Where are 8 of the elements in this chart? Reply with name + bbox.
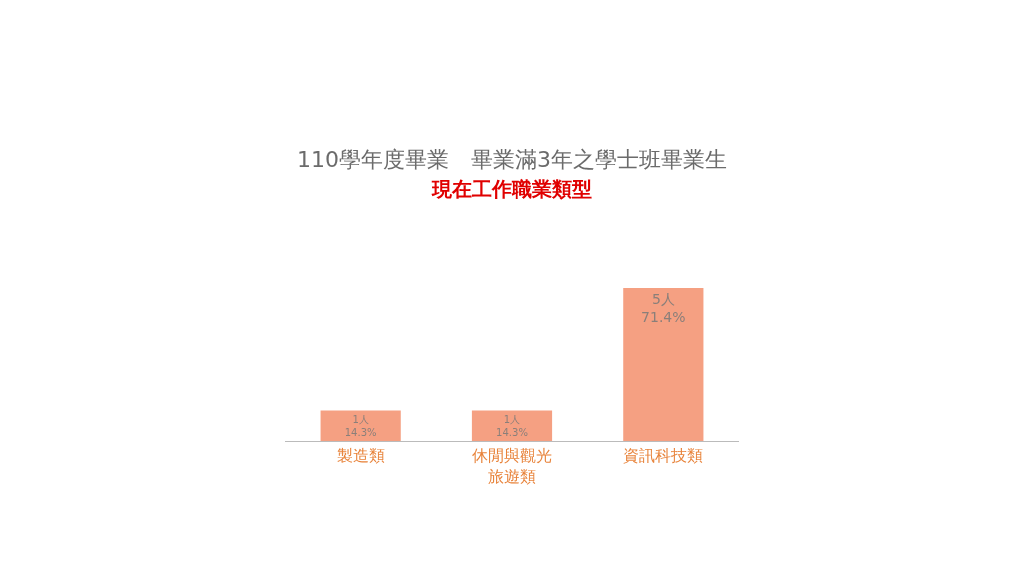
- chart-subtitle: 現在工作職業類型: [431, 176, 592, 201]
- x-tick-label: 休閒與觀光旅遊類: [472, 446, 552, 486]
- data-label: 1人 14.3%: [496, 413, 528, 438]
- x-tick-label: 製造類: [336, 446, 385, 466]
- data-label: 5人 71.4%: [641, 291, 686, 326]
- data-label: 1人 14.3%: [344, 413, 377, 438]
- chart-title: 110學年度畢業 畢業滿3年之學士班畢業生: [297, 147, 727, 173]
- x-tick-label: 資訊科技類: [623, 446, 704, 466]
